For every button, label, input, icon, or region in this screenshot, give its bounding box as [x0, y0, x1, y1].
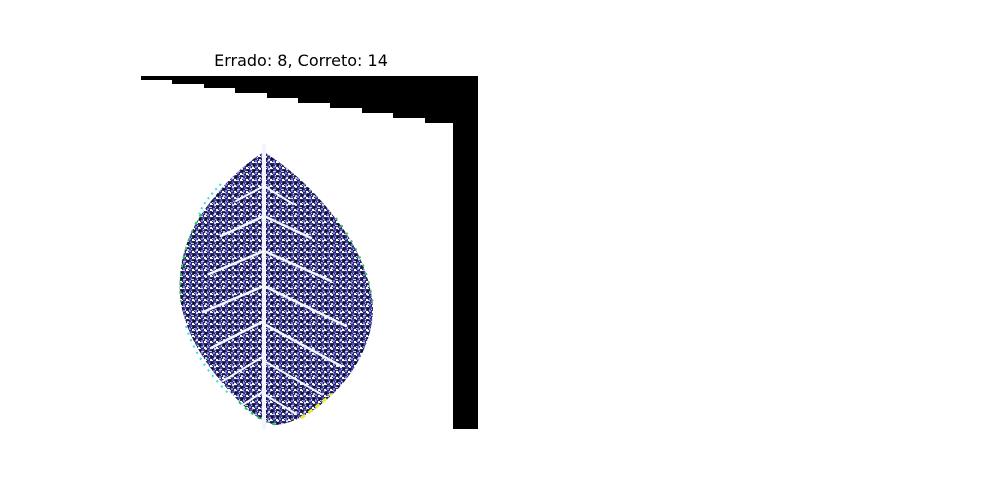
black-border [141, 76, 478, 429]
leaf-fringe [179, 183, 374, 426]
leaf-image [141, 76, 478, 429]
plot-title: Errado: 8, Correto: 14 [214, 51, 388, 70]
leaf [175, 144, 377, 429]
leaf-veins [201, 144, 348, 429]
image-axes [141, 76, 478, 429]
